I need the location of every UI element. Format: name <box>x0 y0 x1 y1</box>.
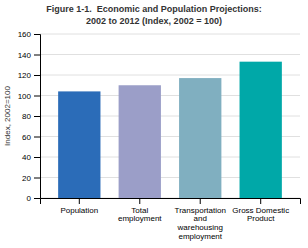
x-tick-mark <box>79 198 80 204</box>
y-tick-mark <box>34 198 40 199</box>
y-tick: 40 <box>22 153 40 162</box>
y-axis-title: Index, 2002=100 <box>3 86 12 146</box>
x-tick-mark <box>200 198 201 204</box>
y-tick-label: 60 <box>22 133 31 142</box>
y-tick-label: 40 <box>22 153 31 162</box>
x-tick: Transportationandwarehousingemployment <box>175 198 226 241</box>
y-tick-label: 140 <box>18 51 32 60</box>
x-tick-mark <box>260 198 261 204</box>
x-tick-label: Transportationandwarehousingemployment <box>175 206 226 241</box>
x-axis-line <box>41 199 301 205</box>
y-tick-mark <box>34 96 40 97</box>
bar <box>58 91 100 198</box>
y-tick: 140 <box>18 51 40 60</box>
y-tick-mark <box>34 137 40 138</box>
y-tick: 20 <box>22 174 40 183</box>
bar <box>240 62 282 198</box>
y-tick-mark <box>34 34 40 35</box>
y-tick: 120 <box>18 71 40 80</box>
x-tick-label: Gross DomesticProduct <box>232 206 289 224</box>
bar <box>119 85 161 198</box>
y-tick-label: 100 <box>18 92 32 101</box>
y-tick: 100 <box>18 92 40 101</box>
y-tick-mark <box>34 178 40 179</box>
y-tick-label: 0 <box>27 194 32 203</box>
title: Figure 1-1. Economic and Population Proj… <box>46 4 262 14</box>
bar <box>179 78 221 198</box>
y-tick: 160 <box>18 30 40 39</box>
y-tick-mark <box>34 55 40 56</box>
x-tick-mark <box>139 198 140 204</box>
grid <box>40 34 300 198</box>
y-axis-line <box>34 35 41 199</box>
chart: Figure 1-1. Economic and Population Proj… <box>0 0 308 248</box>
grid-line <box>40 54 300 55</box>
x-tick-label: Population <box>60 206 98 215</box>
y-tick: 0 <box>27 194 40 203</box>
bars <box>58 62 282 198</box>
grid-line <box>40 34 300 35</box>
y-axis: 0 20 40 60 80 100 120 140 160 <box>18 30 41 203</box>
y-tick-label: 160 <box>18 30 32 39</box>
y-tick-label: 120 <box>18 71 32 80</box>
x-tick-label: Totalemployment <box>118 206 162 224</box>
y-tick-label: 20 <box>22 174 31 183</box>
y-tick-label: 80 <box>22 112 31 121</box>
x-tick: Population <box>60 198 98 215</box>
y-tick-mark <box>34 116 40 117</box>
x-tick: Gross DomesticProduct <box>232 198 289 223</box>
subtitle: 2002 to 2012 (Index, 2002 = 100) <box>86 16 222 26</box>
y-tick-mark <box>34 157 40 158</box>
x-tick: Totalemployment <box>118 198 162 223</box>
plot: 0 20 40 60 80 100 120 140 160 Population Totalempl… <box>18 30 301 241</box>
y-tick-mark <box>34 75 40 76</box>
y-tick: 80 <box>22 112 40 121</box>
x-axis: Population Totalemployment Transportationa… <box>41 198 301 241</box>
y-tick: 60 <box>22 133 40 142</box>
